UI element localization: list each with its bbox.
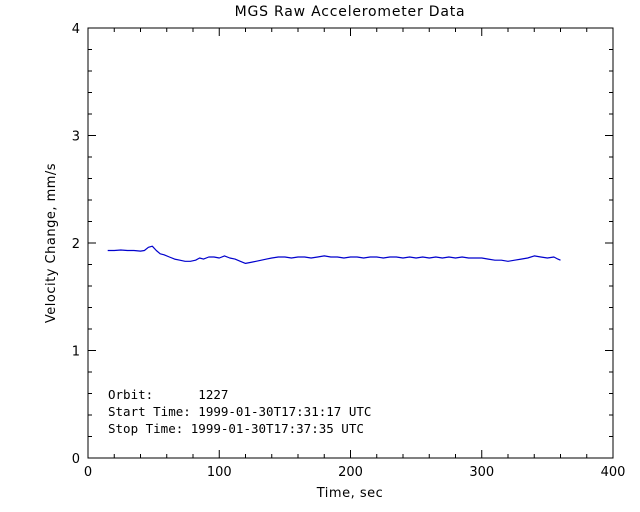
y-tick-label: 3 — [72, 130, 80, 145]
y-tick-label: 4 — [72, 22, 80, 37]
x-tick-label: 200 — [338, 465, 363, 480]
plot-area: 0 100 200 300 400 0 1 2 3 4 — [72, 22, 626, 480]
data-line-velocity-change — [107, 245, 561, 264]
x-tick-label: 400 — [601, 465, 626, 480]
y-tick-label: 0 — [72, 452, 80, 467]
chart-title: MGS Raw Accelerometer Data — [235, 4, 466, 20]
x-axis-label: Time, sec — [316, 486, 384, 501]
x-tick-label: 100 — [207, 465, 232, 480]
annotation-stop-time: Stop Time: 1999-01-30T17:37:35 UTC — [108, 421, 364, 436]
x-tick-label: 0 — [84, 465, 92, 480]
x-tick-label: 300 — [469, 465, 494, 480]
y-tick-label: 2 — [72, 237, 80, 252]
y-axis-label: Velocity Change, mm/s — [44, 163, 59, 323]
y-tick-label: 1 — [72, 345, 80, 360]
annotation-orbit: Orbit: 1227 — [108, 387, 228, 402]
annotation-block: Orbit: 1227 Start Time: 1999-01-30T17:31… — [108, 387, 371, 436]
annotation-start-time: Start Time: 1999-01-30T17:31:17 UTC — [108, 404, 371, 419]
